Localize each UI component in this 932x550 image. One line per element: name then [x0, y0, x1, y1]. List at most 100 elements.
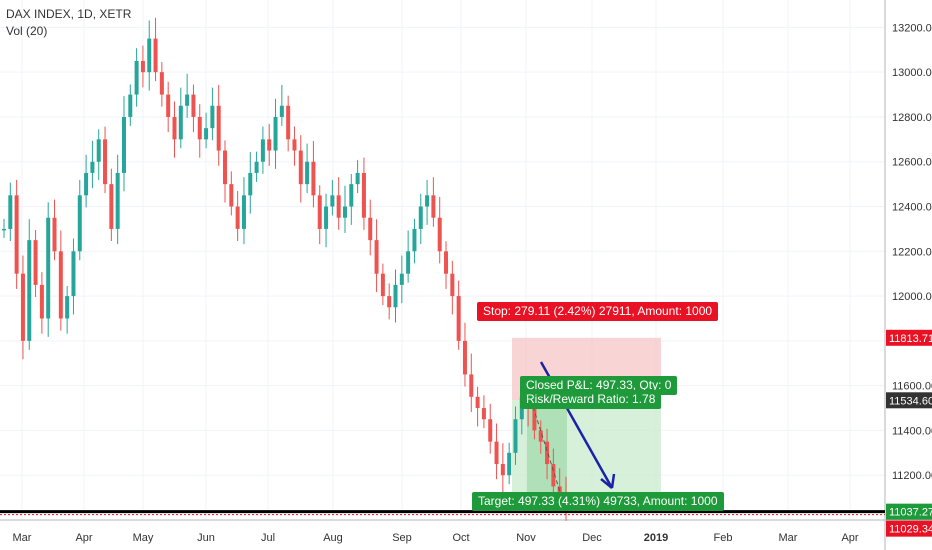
candle-body — [462, 340, 467, 375]
time-axis-label: 2019 — [644, 532, 668, 544]
candle-body — [399, 273, 404, 285]
time-axis-label: May — [133, 532, 154, 544]
time-axis-label: Mar — [13, 532, 32, 544]
candle-body — [172, 116, 177, 140]
price-tick-label: 12800.00 — [892, 112, 932, 124]
candle-body — [260, 139, 265, 162]
price-axis-tag-label: 11534.60 — [889, 395, 932, 407]
candle-body — [481, 408, 486, 420]
candle-body — [475, 396, 480, 409]
time-axis-label: Sep — [392, 532, 412, 544]
candle-body — [374, 240, 379, 274]
time-axis-label: Mar — [779, 532, 798, 544]
candle-body — [96, 139, 101, 162]
candle-body — [52, 217, 57, 252]
price-tick-label: 12400.00 — [892, 202, 932, 214]
candle-body — [103, 139, 108, 185]
candle-body — [418, 206, 423, 229]
time-axis-label: Dec — [582, 532, 602, 544]
candle-body — [513, 419, 518, 453]
candle-body — [71, 251, 76, 297]
stop-label[interactable]: Stop: 279.11 (2.42%) 27911, Amount: 1000 — [477, 302, 719, 321]
price-tick-label: 12200.00 — [892, 246, 932, 258]
candle-body — [248, 172, 253, 196]
candle-body — [494, 441, 499, 465]
candle-body — [532, 408, 537, 431]
candle-body — [121, 116, 126, 173]
target-label[interactable]: Target: 497.33 (4.31%) 49733, Amount: 10… — [472, 492, 724, 511]
price-tick-label: 12000.00 — [892, 291, 932, 303]
candle-body — [324, 206, 329, 229]
candle-body — [393, 284, 398, 308]
candle-body — [229, 184, 234, 207]
candle-body — [128, 94, 133, 117]
candle-body — [185, 94, 190, 106]
candle-body — [286, 105, 291, 140]
candle-body — [14, 195, 19, 274]
candle-body — [191, 94, 196, 117]
candle-body — [412, 228, 417, 252]
candle-body — [8, 195, 13, 229]
candle-body — [153, 38, 158, 73]
time-axis-label: Jul — [261, 532, 275, 544]
candle-body — [33, 240, 38, 285]
price-axis-tag-label: 11029.34 — [889, 524, 932, 536]
candle-body — [27, 240, 32, 341]
price-axis-tag — [886, 392, 932, 409]
price-tick-label: 11400.00 — [892, 425, 932, 437]
candle-body — [2, 228, 6, 231]
price-axis-tag — [886, 329, 932, 346]
candle-body — [507, 452, 512, 476]
time-axis-label: Feb — [714, 532, 733, 544]
candle-body — [500, 464, 505, 476]
candle-body — [545, 441, 550, 465]
candle-body — [450, 273, 455, 297]
candle-body — [437, 217, 442, 252]
candle-body — [204, 128, 209, 140]
candle-body — [425, 195, 430, 207]
candle-body — [166, 94, 171, 117]
candle-body — [84, 172, 89, 196]
price-axis-tag — [886, 503, 932, 520]
time-axis-label: Aug — [323, 532, 343, 544]
candle-body — [456, 296, 461, 341]
risk-reward-label: Risk/Reward Ratio: 1.78 — [520, 390, 662, 409]
candle-body — [349, 184, 354, 207]
candle-body — [267, 139, 272, 151]
candle-body — [39, 284, 44, 319]
chart-legend: DAX INDEX, 1D, XETR Vol (20) — [6, 6, 131, 40]
time-axis-label: Apr — [841, 532, 858, 544]
candle-body — [210, 105, 215, 129]
price-axis-tag-label: 11037.27 — [889, 507, 932, 519]
symbol-label: DAX INDEX, 1D, XETR — [6, 7, 132, 21]
price-axis-tag — [886, 520, 932, 537]
price-tick-label: 12600.00 — [892, 157, 932, 169]
candle-body — [336, 195, 341, 218]
candle-body — [235, 206, 240, 229]
candle-body — [216, 105, 221, 151]
candle-body — [330, 195, 335, 207]
candle-body — [305, 161, 310, 185]
price-tick-label: 11200.00 — [892, 470, 932, 482]
volume-indicator-label: Vol (20) — [6, 24, 48, 38]
candle-body — [387, 296, 392, 308]
candle-body — [317, 195, 322, 229]
candle-body — [488, 419, 493, 442]
price-tick-label: 13200.00 — [892, 22, 932, 34]
candle-body — [273, 116, 278, 151]
candle-body — [431, 195, 436, 218]
candle-body — [197, 116, 202, 140]
candle-body — [444, 251, 449, 274]
candle-body — [241, 195, 246, 229]
candle-body — [147, 38, 152, 73]
trend-arrow-head — [600, 473, 616, 489]
candle-body — [178, 105, 183, 140]
candle-body — [20, 273, 25, 341]
candle-body — [65, 296, 70, 319]
time-axis-label: Jun — [197, 532, 215, 544]
candle-body — [46, 217, 51, 319]
candle-body — [77, 195, 82, 252]
candle-body — [342, 206, 347, 218]
price-tick-label: 11600.00 — [892, 381, 932, 393]
